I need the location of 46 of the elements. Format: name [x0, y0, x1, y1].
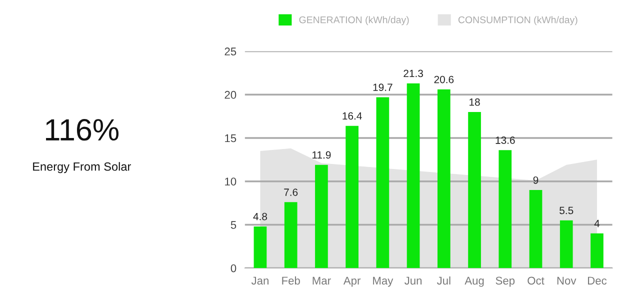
data-label: 11.9 — [312, 151, 331, 159]
bar — [346, 126, 358, 268]
bar — [315, 164, 328, 268]
x-tick-label: Apr — [343, 276, 361, 287]
data-label: 16.4 — [342, 112, 362, 120]
legend-label: GENERATION (kWh/day) — [299, 16, 409, 26]
y-tick-label: 15 — [225, 134, 236, 142]
bar — [437, 89, 450, 268]
bar — [376, 97, 390, 268]
bar — [529, 190, 542, 268]
bar — [468, 112, 481, 268]
x-tick-label: Jul — [436, 276, 450, 285]
data-label: 9 — [533, 176, 538, 184]
x-tick-label: May — [373, 276, 394, 287]
bar — [284, 202, 298, 268]
bar — [406, 83, 420, 268]
y-tick-label: 0 — [230, 264, 236, 272]
x-tick-label: Nov — [557, 276, 576, 285]
data-label: 5.5 — [560, 206, 574, 214]
x-tick-label: Aug — [464, 276, 484, 287]
text: Energy From Solar — [33, 162, 131, 174]
data-label: 18 — [470, 98, 480, 106]
x-tick-label: Feb — [282, 276, 300, 285]
legend-label: CONSUMPTION (kWh/day) — [458, 16, 578, 26]
data-label: 19.7 — [373, 84, 392, 92]
bar — [560, 220, 573, 268]
data-label: 21.3 — [404, 70, 423, 78]
x-tick-label: Mar — [312, 276, 331, 285]
bar — [254, 226, 267, 268]
bar — [590, 233, 604, 268]
x-tick-label: Dec — [588, 276, 607, 285]
bar — [498, 150, 512, 268]
y-tick-label: 25 — [224, 48, 236, 56]
data-label: 7.6 — [284, 188, 298, 196]
data-label: 4 — [594, 220, 600, 228]
data-label: 4.8 — [253, 212, 268, 220]
x-tick-label: Oct — [528, 276, 544, 285]
y-tick-label: 20 — [224, 90, 236, 99]
text: 116% — [46, 119, 119, 141]
x-tick-label: Jun — [404, 276, 422, 285]
x-tick-label: Sep — [496, 276, 515, 287]
data-label: 20.6 — [434, 76, 454, 84]
x-tick-label: Jan — [251, 276, 268, 285]
data-label: 13.6 — [496, 136, 515, 144]
y-tick-label: 5 — [230, 221, 236, 229]
y-tick-label: 10 — [225, 178, 236, 186]
